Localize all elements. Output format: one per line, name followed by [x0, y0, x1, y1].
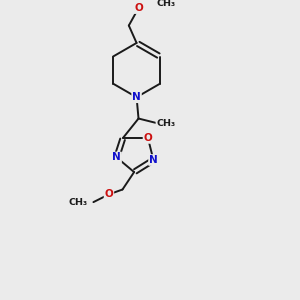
- Text: N: N: [132, 92, 141, 102]
- Text: CH₃: CH₃: [156, 119, 175, 128]
- Text: N: N: [112, 152, 121, 162]
- Text: O: O: [134, 3, 143, 13]
- Text: O: O: [105, 189, 113, 200]
- Text: N: N: [149, 155, 158, 165]
- Text: CH₃: CH₃: [68, 198, 88, 207]
- Text: CH₃: CH₃: [156, 0, 175, 8]
- Text: O: O: [143, 133, 152, 143]
